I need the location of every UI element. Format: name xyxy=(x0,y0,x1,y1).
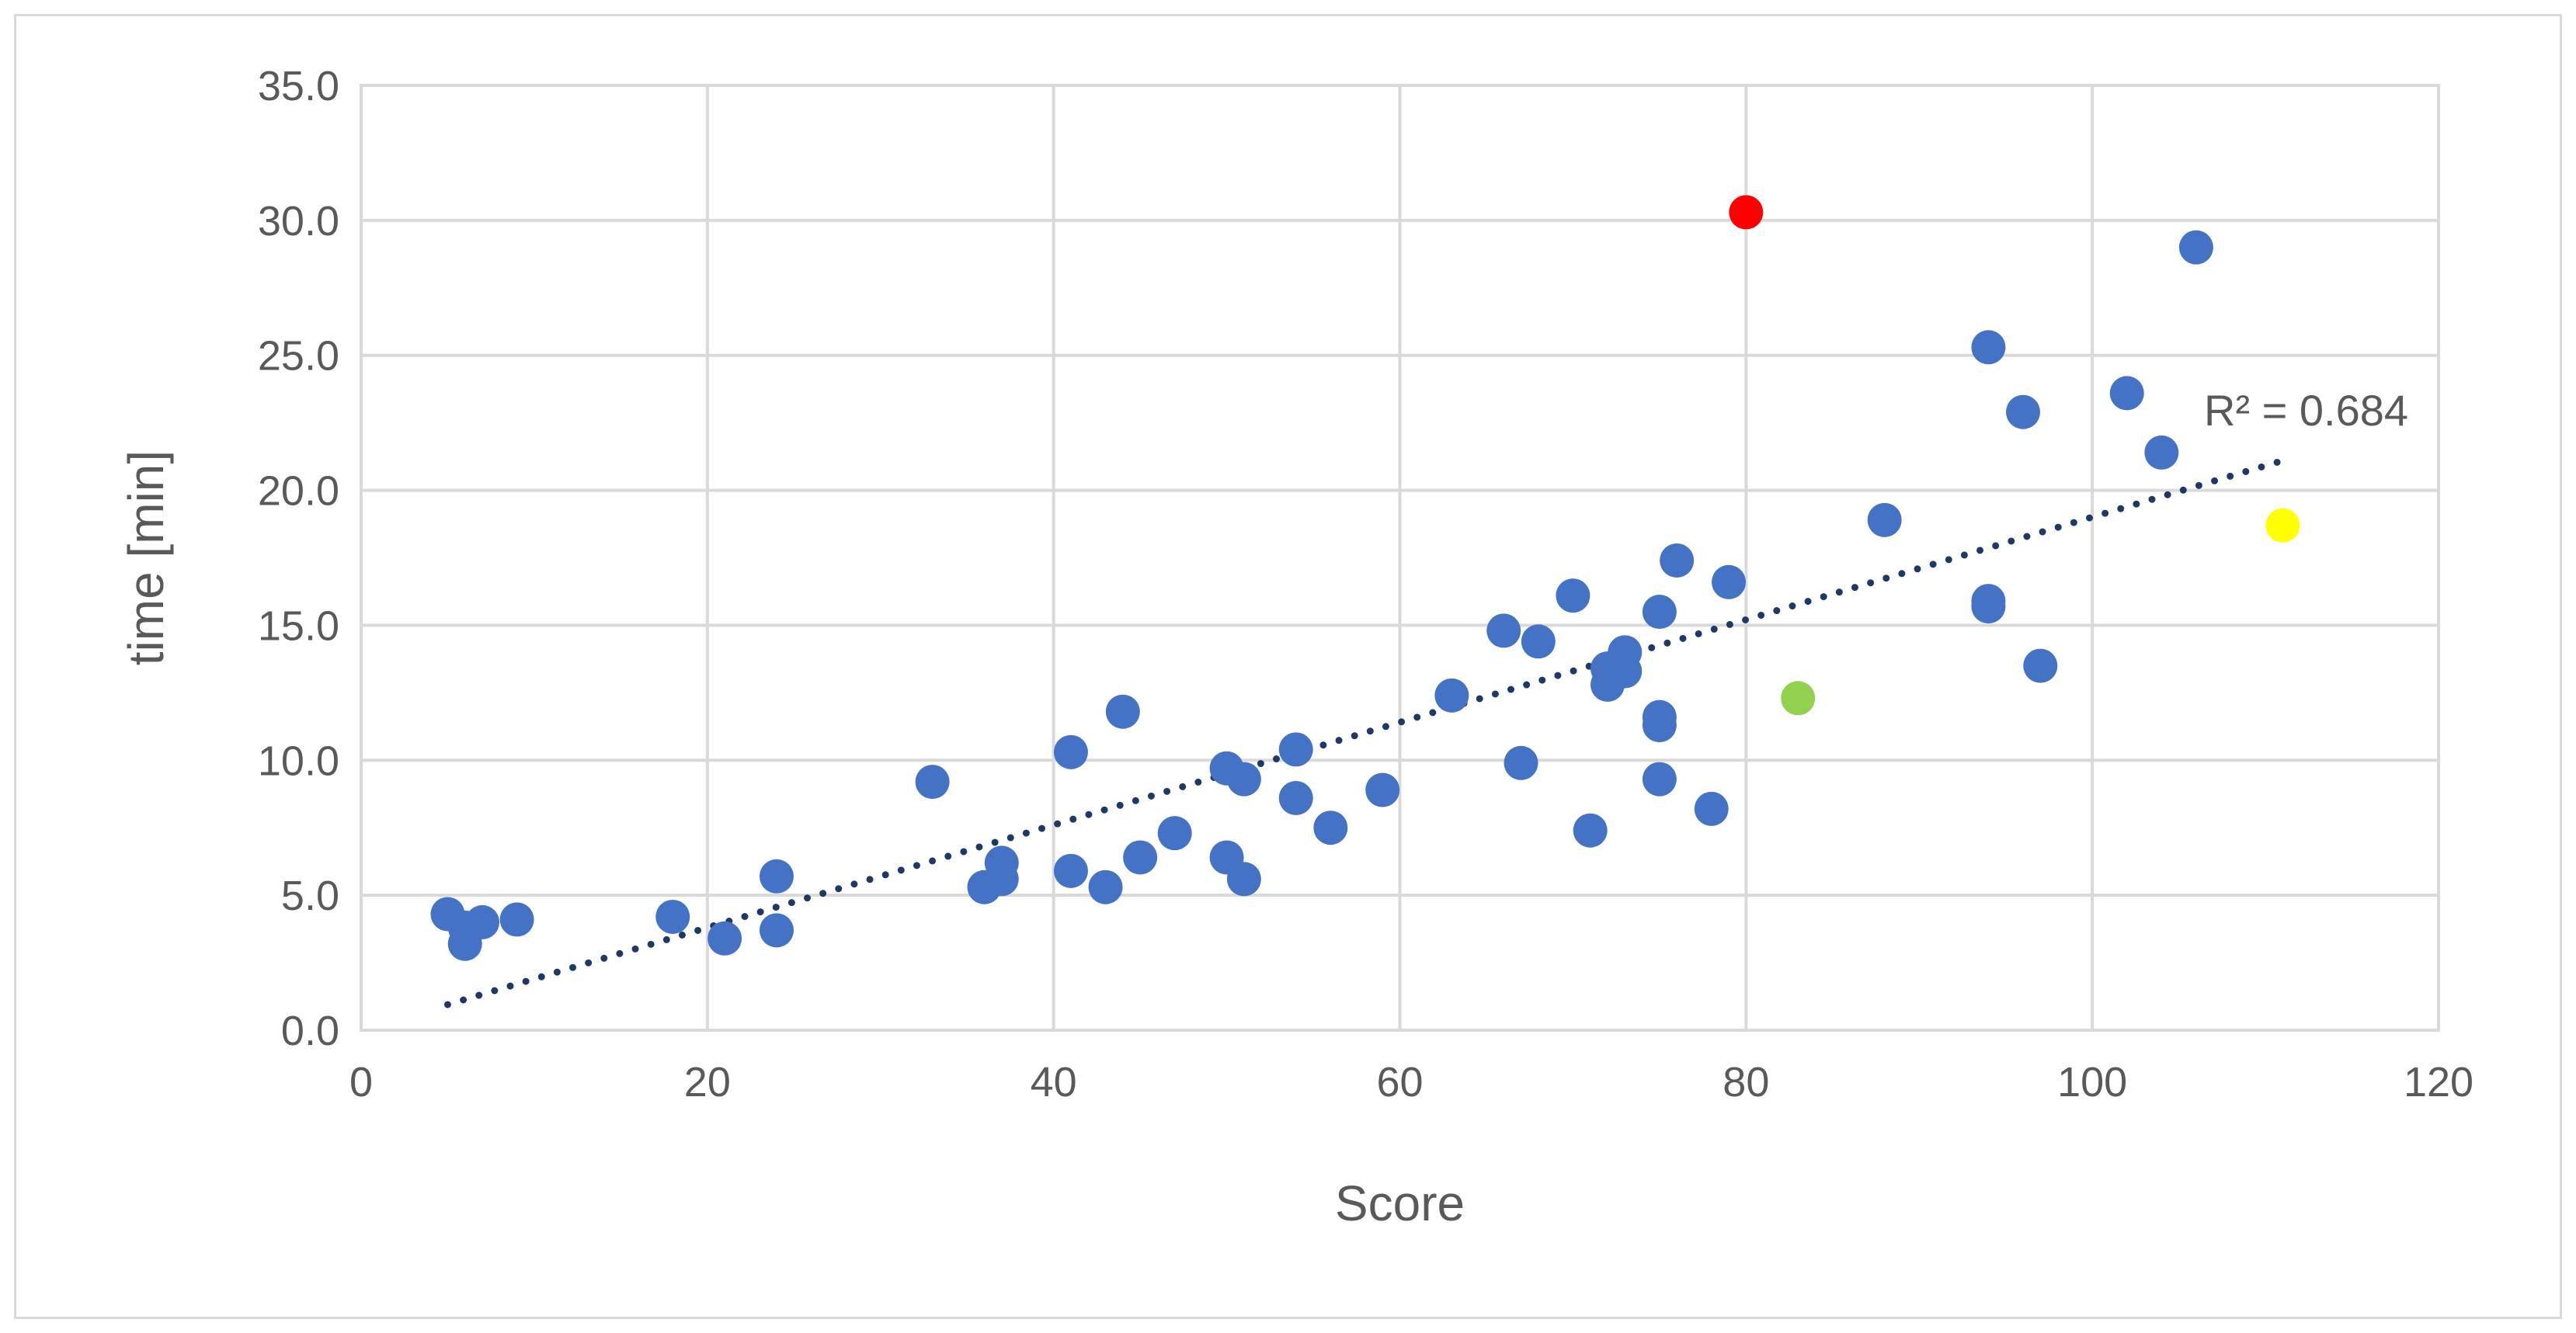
r-squared-label: R² = 0.684 xyxy=(2204,386,2408,435)
x-tick-label: 0 xyxy=(349,1059,373,1106)
trendline xyxy=(443,456,2286,1008)
x-tick-label: 120 xyxy=(2404,1059,2473,1106)
data-point xyxy=(1521,624,1556,659)
data-point xyxy=(1278,732,1313,767)
data-point xyxy=(1365,772,1400,807)
data-point xyxy=(1157,816,1192,851)
y-tick-label: 20.0 xyxy=(258,468,339,515)
data-point xyxy=(915,765,950,800)
data-point xyxy=(1694,791,1729,826)
data-point xyxy=(2109,376,2144,411)
y-tick-label: 0.0 xyxy=(281,1008,339,1054)
data-point xyxy=(1712,564,1747,599)
data-point xyxy=(984,862,1019,897)
x-tick-label: 100 xyxy=(2057,1059,2127,1106)
highlighted-data-point xyxy=(1729,195,1764,230)
plot-area-border xyxy=(360,84,2440,1032)
x-tick-label: 80 xyxy=(1723,1059,1769,1106)
data-point xyxy=(1867,502,1902,537)
data-point xyxy=(1486,613,1521,648)
data-point xyxy=(2023,648,2058,683)
data-point xyxy=(1971,330,2006,365)
data-point xyxy=(1556,578,1590,613)
data-point xyxy=(1642,595,1677,630)
x-tick-label: 40 xyxy=(1031,1059,1077,1106)
data-point xyxy=(1660,543,1695,578)
chart-frame xyxy=(14,14,2562,1319)
data-point xyxy=(1226,862,1261,897)
data-point xyxy=(1573,813,1608,848)
data-point xyxy=(1105,694,1140,729)
data-point xyxy=(1278,780,1313,815)
data-point xyxy=(760,859,794,894)
y-tick-label: 35.0 xyxy=(258,63,339,109)
data-point xyxy=(499,902,534,937)
y-tick-label: 15.0 xyxy=(258,602,339,649)
data-point xyxy=(760,913,794,948)
x-axis-title: Score xyxy=(1335,1175,1465,1231)
data-point xyxy=(1123,840,1158,875)
highlighted-data-point xyxy=(1781,681,1816,716)
y-tick-label: 10.0 xyxy=(258,738,339,784)
x-tick-label: 20 xyxy=(684,1059,731,1106)
data-point xyxy=(465,904,500,939)
y-tick-label: 5.0 xyxy=(281,873,339,919)
data-point xyxy=(1226,762,1261,797)
data-point xyxy=(1088,870,1123,904)
data-point xyxy=(1053,853,1088,888)
data-point xyxy=(2144,435,2179,470)
y-tick-label: 25.0 xyxy=(258,333,339,380)
highlighted-data-point xyxy=(2265,508,2300,543)
data-point xyxy=(2006,394,2040,429)
data-point xyxy=(1053,734,1088,769)
data-point xyxy=(2178,230,2213,265)
data-point xyxy=(1608,654,1643,689)
data-point xyxy=(1313,811,1348,845)
data-point xyxy=(1642,762,1677,797)
data-point xyxy=(1504,745,1538,780)
data-point xyxy=(1434,678,1469,713)
y-tick-label: 30.0 xyxy=(258,198,339,245)
x-tick-label: 60 xyxy=(1376,1059,1423,1106)
data-point xyxy=(1971,589,2006,624)
data-point xyxy=(707,921,742,956)
data-point xyxy=(655,899,690,934)
y-axis-title: time [min] xyxy=(118,450,174,665)
data-point xyxy=(1642,708,1677,743)
